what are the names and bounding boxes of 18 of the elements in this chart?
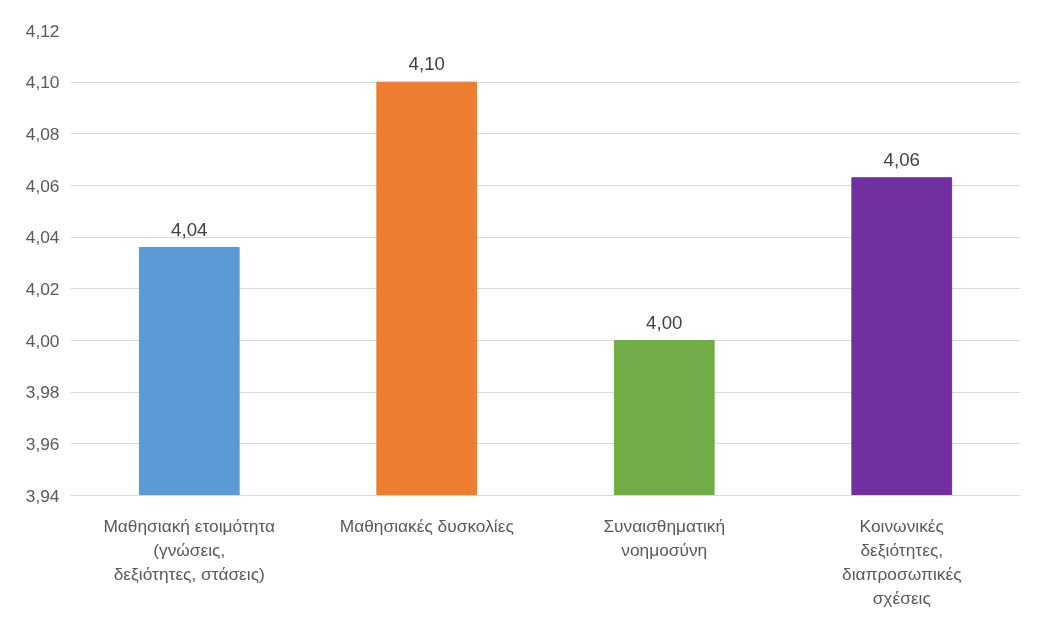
y-tick-label: 3,96 bbox=[25, 433, 60, 454]
data-label: 4,04 bbox=[171, 218, 208, 240]
y-tick-label: 4,08 bbox=[25, 123, 60, 144]
x-tick-label: Κοινωνικές δεξιότητες, διαπροσωπικές σχέσεις bbox=[842, 515, 962, 608]
data-label: 4,10 bbox=[408, 53, 445, 75]
x-tick-label: Μαθησιακή ετοιμότητα (γνώσεις, δεξιότητες, στάσεις) bbox=[103, 515, 276, 584]
data-label: 4,06 bbox=[883, 148, 920, 170]
y-tick-label: 4,10 bbox=[25, 72, 60, 93]
y-tick-label: 3,98 bbox=[25, 382, 60, 403]
y-tick-label: 4,02 bbox=[25, 278, 60, 299]
y-tick-label: 3,94 bbox=[25, 485, 60, 506]
data-label: 4,00 bbox=[646, 311, 683, 333]
y-tick-label: 4,12 bbox=[25, 20, 60, 41]
x-tick-label: Συναισθηματική νοημοσύνη bbox=[603, 515, 726, 560]
y-tick-label: 4,00 bbox=[25, 330, 60, 351]
y-tick-label: 4,06 bbox=[25, 175, 60, 196]
y-tick-label: 4,04 bbox=[25, 227, 60, 248]
x-tick-label: Μαθησιακές δυσκολίες bbox=[339, 515, 514, 536]
